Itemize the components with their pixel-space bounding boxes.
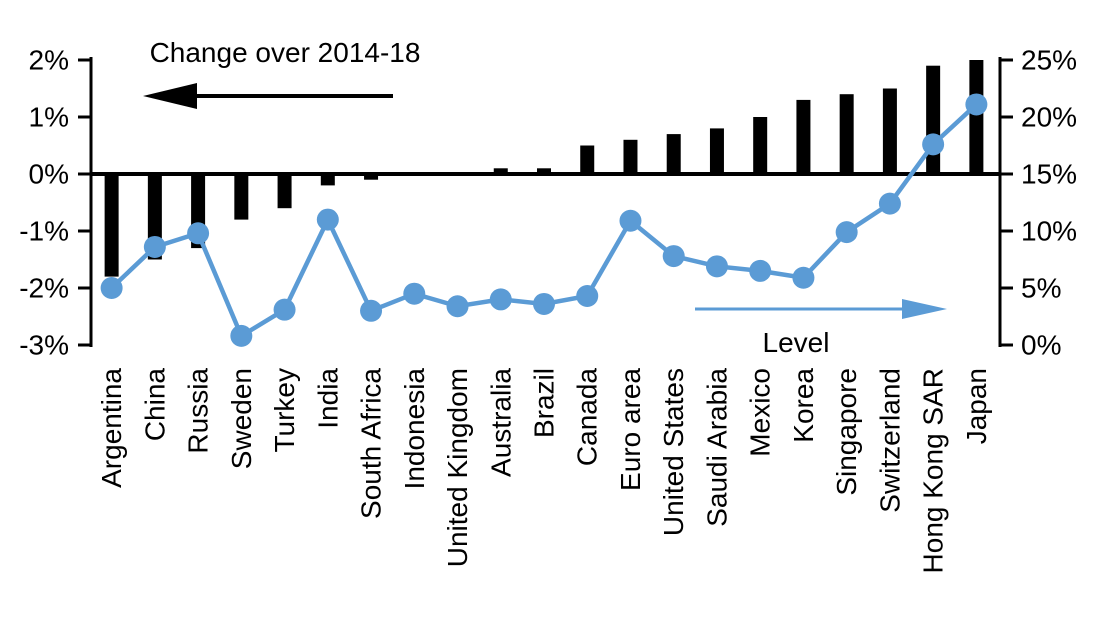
bar-india	[320, 174, 335, 186]
category-label-south-africa: South Africa	[356, 368, 387, 519]
category-label-euro-area: Euro area	[615, 368, 646, 491]
dot-china	[143, 235, 166, 258]
bar-singapore	[839, 94, 854, 174]
bar-saudi-arabia	[709, 128, 724, 174]
dot-turkey	[273, 298, 296, 321]
left-axis-tick-label: 0%	[29, 159, 69, 190]
left-axis-tick-label: 2%	[29, 45, 69, 76]
dot-argentina	[100, 277, 123, 299]
category-label-hong-kong-sar: Hong Kong SAR	[918, 368, 949, 573]
category-label-australia: Australia	[485, 368, 516, 477]
dot-australia	[489, 288, 512, 311]
category-label-sweden: Sweden	[226, 368, 257, 469]
dot-brazil	[533, 292, 555, 315]
bar-australia	[493, 168, 508, 174]
category-label-united-states: United States	[658, 368, 689, 536]
right-arrow-icon	[695, 299, 947, 319]
left-arrow-head	[143, 83, 197, 109]
right-axis-tick-label: 5%	[1021, 273, 1061, 304]
bar-mexico	[753, 117, 768, 174]
category-label-japan: Japan	[961, 368, 992, 444]
category-label-india: India	[312, 368, 343, 429]
right-arrow-head	[902, 299, 947, 319]
category-label-brazil: Brazil	[529, 368, 560, 438]
category-label-united-kingdom: United Kingdom	[442, 368, 473, 567]
category-label-switzerland: Switzerland	[874, 368, 905, 513]
left-arrow-icon	[143, 83, 393, 109]
category-label-korea: Korea	[788, 368, 819, 443]
left-axis-tick-label: -1%	[19, 216, 69, 247]
dot-russia	[187, 222, 210, 245]
line-layer	[100, 93, 988, 347]
bars-layer	[104, 60, 984, 277]
bar-euro-area	[623, 139, 638, 174]
dot-saudi-arabia	[705, 255, 728, 278]
bar-sweden	[234, 174, 249, 220]
bar-canada	[580, 145, 595, 174]
left-axis-tick-label: -3%	[19, 330, 69, 361]
category-label-russia: Russia	[183, 368, 214, 454]
right-axis-tick-label: 20%	[1021, 102, 1077, 133]
dot-south-africa	[360, 299, 383, 322]
left-axis-tick-label: 1%	[29, 102, 69, 133]
bar-japan	[969, 60, 984, 174]
bar-south-africa	[364, 174, 379, 180]
right-axis-tick-label: 15%	[1021, 159, 1077, 190]
dot-indonesia	[403, 282, 426, 305]
bar-turkey	[277, 174, 292, 209]
dot-euro-area	[619, 209, 642, 232]
right-axis-tick-label: 25%	[1021, 45, 1077, 76]
right-axis-tick-label: 0%	[1021, 330, 1061, 361]
bar-korea	[796, 99, 811, 174]
dot-singapore	[835, 221, 858, 244]
dot-india	[316, 208, 339, 231]
dot-hong-kong-sar	[922, 133, 945, 156]
category-label-saudi-arabia: Saudi Arabia	[701, 368, 732, 527]
annotation-layer: Change over 2014-18 Level	[143, 37, 947, 358]
axes-layer: 2% 1% 0% -1% -2% -3% 25% 20% 15% 10% 5% 0%	[19, 45, 1077, 361]
line-series-title: Level	[763, 327, 830, 358]
right-axis-tick-label: 10%	[1021, 216, 1077, 247]
category-label-china: China	[139, 368, 170, 442]
dot-korea	[792, 266, 815, 289]
category-labels-layer: Argentina China Russia Sweden Turkey India Sou…	[96, 368, 992, 574]
category-label-argentina: Argentina	[96, 368, 127, 488]
dot-mexico	[749, 259, 772, 282]
category-label-indonesia: Indonesia	[399, 368, 430, 490]
category-label-singapore: Singapore	[831, 368, 862, 496]
bar-brazil	[537, 168, 551, 174]
bar-united-states	[666, 134, 681, 174]
dot-japan	[965, 93, 988, 116]
bar-argentina	[104, 174, 119, 277]
category-label-turkey: Turkey	[269, 368, 300, 453]
bar-hong-kong-sar	[926, 65, 941, 174]
dot-canada	[576, 284, 599, 307]
bar-switzerland	[882, 88, 897, 174]
dot-sweden	[230, 324, 253, 347]
category-label-mexico: Mexico	[745, 368, 776, 457]
dot-united-states	[662, 245, 685, 268]
dot-united-kingdom	[446, 295, 469, 318]
dot-switzerland	[878, 192, 901, 215]
category-label-canada: Canada	[572, 368, 603, 467]
left-axis-tick-label: -2%	[19, 273, 69, 304]
bars-series-title: Change over 2014-18	[150, 37, 421, 68]
